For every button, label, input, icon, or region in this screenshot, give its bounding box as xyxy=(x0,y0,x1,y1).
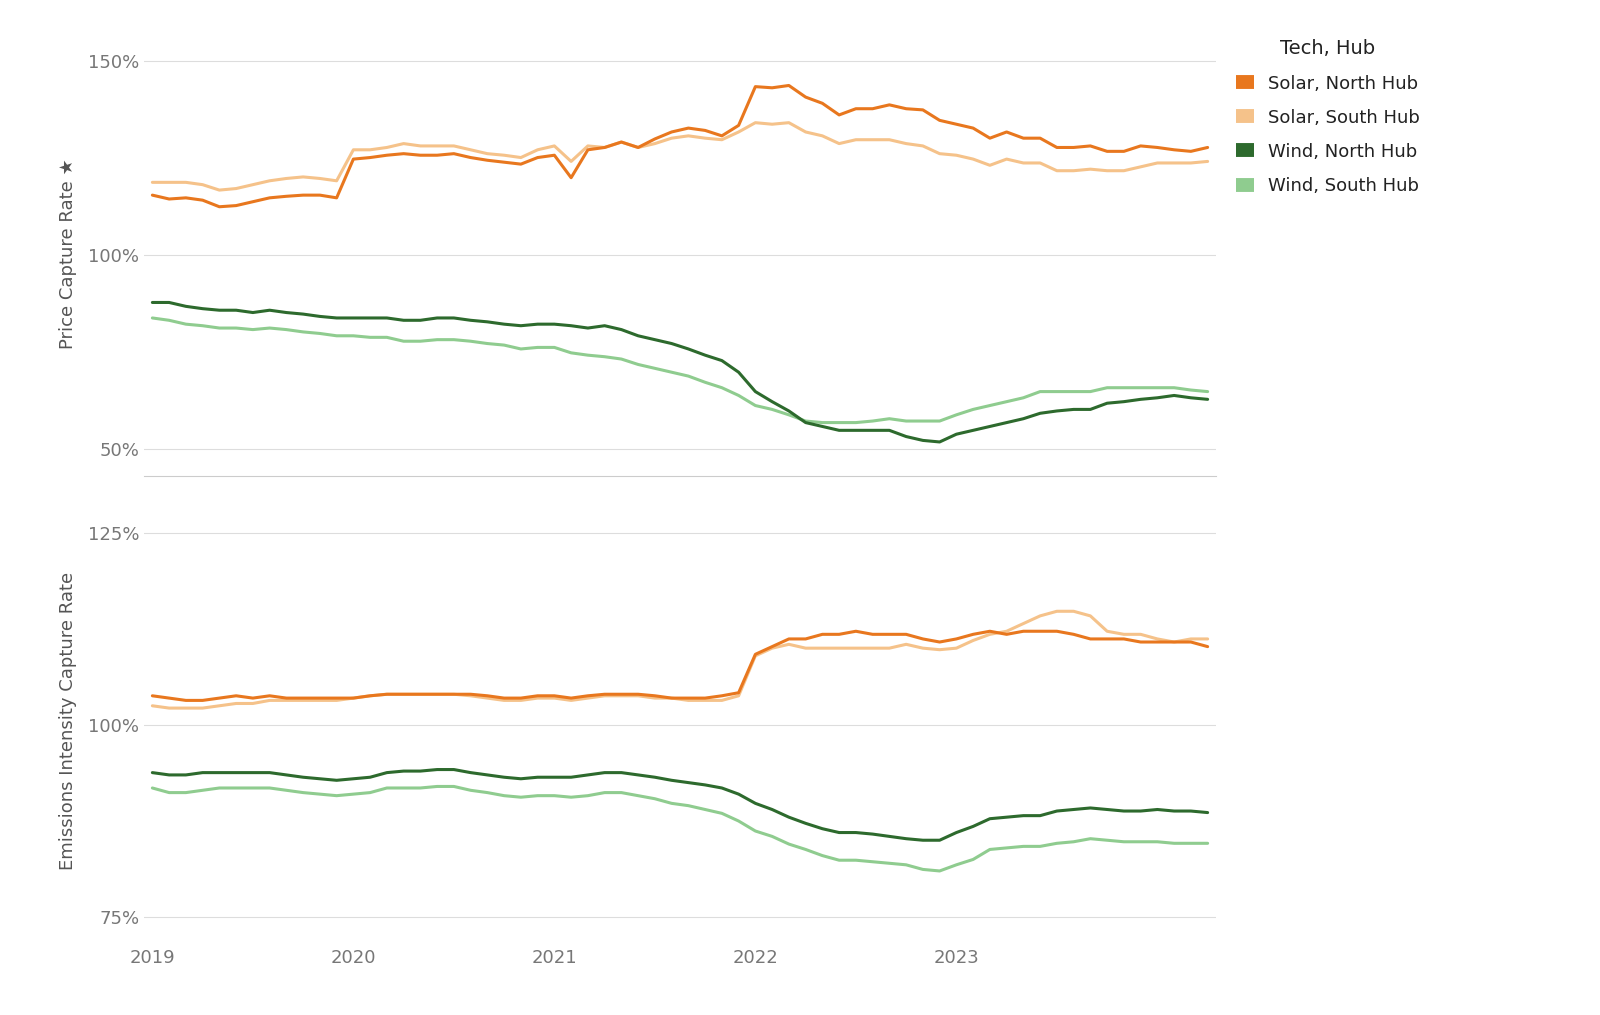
Y-axis label: Price Capture Rate ★: Price Capture Rate ★ xyxy=(59,158,77,348)
Legend: Solar, North Hub, Solar, South Hub, Wind, North Hub, Wind, South Hub: Solar, North Hub, Solar, South Hub, Wind… xyxy=(1235,40,1421,196)
Y-axis label: Emissions Intensity Capture Rate: Emissions Intensity Capture Rate xyxy=(59,572,77,870)
